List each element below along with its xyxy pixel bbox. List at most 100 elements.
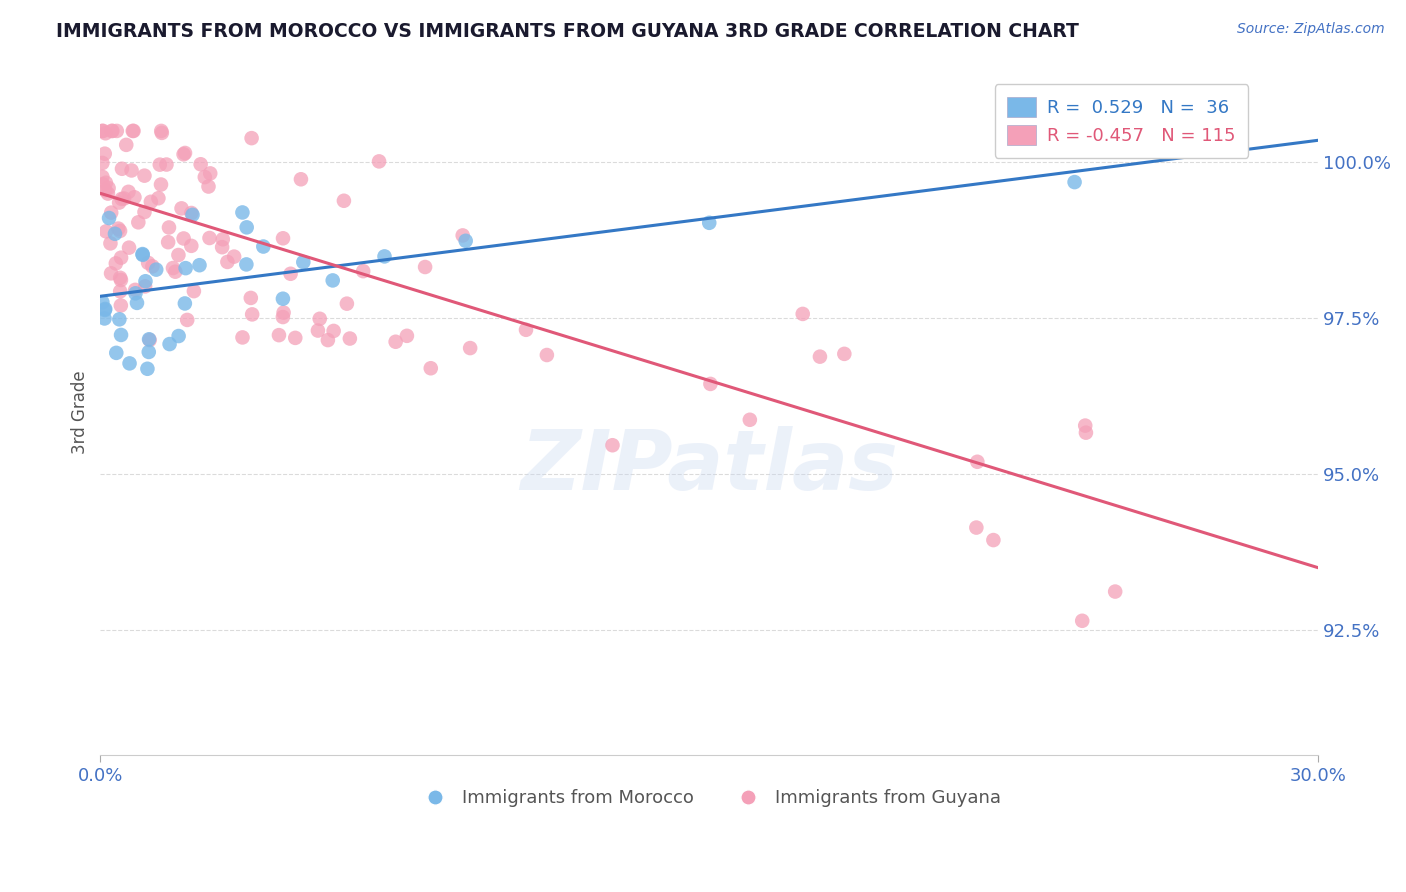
Point [316,333,339,347]
Point [197,179,219,194]
Point [267,328,290,343]
Point [110,273,132,287]
Point [174,146,197,161]
Point [965,520,987,534]
Point [173,296,195,310]
Point [211,240,233,254]
Point [211,232,233,246]
Point [1074,418,1097,433]
Point [188,258,211,272]
Point [252,239,274,253]
Point [231,330,253,344]
Point [118,241,141,255]
Point [1063,175,1085,189]
Point [235,257,257,271]
Point [148,191,170,205]
Point [121,124,143,138]
Point [117,185,139,199]
Point [149,158,172,172]
Point [738,413,761,427]
Point [124,283,146,297]
Legend: Immigrants from Morocco, Immigrants from Guyana: Immigrants from Morocco, Immigrants from… [411,782,1008,814]
Point [322,324,344,338]
Point [124,286,146,301]
Point [134,205,156,219]
Point [124,190,146,204]
Point [395,328,418,343]
Point [100,205,122,219]
Point [792,307,814,321]
Point [93,311,115,326]
Point [157,220,180,235]
Point [105,346,128,360]
Point [352,264,374,278]
Point [176,313,198,327]
Text: ZIPatlas: ZIPatlas [520,426,898,508]
Point [94,146,117,161]
Point [110,298,132,312]
Point [239,291,262,305]
Point [150,178,173,192]
Point [138,345,160,359]
Point [94,224,117,238]
Point [100,236,122,251]
Point [110,251,132,265]
Point [157,235,180,249]
Point [180,206,202,220]
Point [138,332,160,346]
Point [115,137,138,152]
Point [1104,584,1126,599]
Point [834,347,856,361]
Point [284,331,307,345]
Point [271,231,294,245]
Point [111,161,134,176]
Point [173,231,195,245]
Point [167,329,190,343]
Point [454,234,477,248]
Point [165,265,187,279]
Point [419,361,441,376]
Point [170,202,193,216]
Point [290,172,312,186]
Point [98,211,121,225]
Point [602,438,624,452]
Point [1074,425,1097,440]
Point [136,256,159,270]
Point [108,224,131,238]
Point [91,156,114,170]
Point [145,262,167,277]
Point [108,312,131,326]
Point [384,334,406,349]
Point [139,194,162,209]
Point [368,154,391,169]
Point [125,296,148,310]
Point [235,220,257,235]
Point [97,181,120,195]
Point [107,221,129,235]
Point [697,216,720,230]
Point [141,260,163,274]
Point [105,124,128,138]
Point [150,124,173,138]
Point [110,328,132,343]
Point [224,250,246,264]
Point [104,227,127,241]
Point [127,215,149,229]
Point [91,178,114,192]
Point [122,124,145,138]
Point [966,455,988,469]
Point [91,295,114,310]
Point [159,337,181,351]
Point [112,192,135,206]
Point [162,260,184,275]
Point [94,301,117,316]
Point [1071,614,1094,628]
Point [240,307,263,321]
Point [134,169,156,183]
Point [91,124,114,138]
Point [280,267,302,281]
Point [308,311,330,326]
Point [108,285,131,299]
Point [118,356,141,370]
Text: IMMIGRANTS FROM MOROCCO VS IMMIGRANTS FROM GUYANA 3RD GRADE CORRELATION CHART: IMMIGRANTS FROM MOROCCO VS IMMIGRANTS FR… [56,22,1080,41]
